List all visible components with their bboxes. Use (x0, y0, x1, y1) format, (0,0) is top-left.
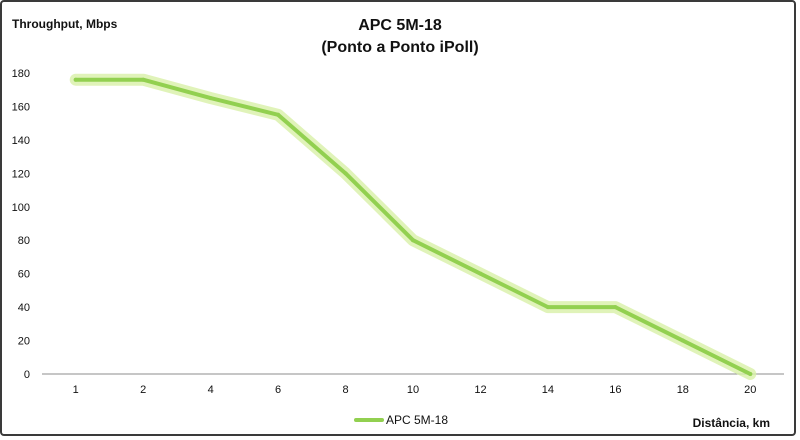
chart-title: APC 5M-18 (358, 17, 442, 34)
y-tick-label: 120 (12, 168, 30, 180)
data-point[interactable] (613, 305, 618, 310)
data-point[interactable] (343, 171, 348, 176)
x-tick-labels: 1 2 4 6 8 10 12 14 16 18 20 (73, 384, 757, 396)
x-tick-label: 16 (609, 384, 621, 396)
series-glow (69, 73, 757, 380)
series-group (69, 73, 757, 380)
legend[interactable]: APC 5M-18 (354, 413, 448, 427)
data-point[interactable] (411, 238, 415, 243)
x-tick-label: 10 (407, 384, 419, 396)
y-tick-labels: 0 20 40 60 80 100 120 140 160 180 (12, 68, 30, 381)
y-tick-label: 100 (12, 202, 30, 214)
x-axis-label: Distância, km (693, 416, 770, 430)
x-tick-label: 1 (73, 384, 79, 396)
x-tick-label: 8 (342, 384, 348, 396)
x-tick-label: 6 (275, 384, 281, 396)
chart-subtitle: (Ponto a Ponto iPoll) (321, 39, 478, 56)
data-point[interactable] (680, 338, 685, 343)
y-tick-label: 180 (12, 68, 30, 80)
y-tick-label: 60 (18, 269, 30, 281)
x-tick-label: 20 (744, 384, 756, 396)
y-tick-label: 140 (12, 135, 30, 147)
x-tick-label: 2 (140, 384, 146, 396)
data-point[interactable] (748, 372, 753, 376)
y-tick-label: 40 (18, 302, 30, 314)
legend-label: APC 5M-18 (386, 413, 448, 427)
x-tick-label: 18 (677, 384, 689, 396)
x-tick-label: 14 (542, 384, 554, 396)
x-tick-label: 12 (474, 384, 486, 396)
y-tick-label: 160 (12, 101, 30, 113)
y-tick-label: 0 (24, 369, 30, 381)
data-point[interactable] (141, 77, 146, 82)
x-tick-label: 4 (208, 384, 214, 396)
y-axis-label: Throughput, Mbps (12, 17, 118, 31)
data-point[interactable] (545, 305, 550, 310)
y-tick-label: 20 (18, 336, 30, 348)
y-tick-label: 80 (18, 235, 30, 247)
data-point[interactable] (478, 271, 483, 276)
data-point[interactable] (276, 112, 281, 117)
data-point[interactable] (73, 77, 78, 82)
data-point[interactable] (208, 96, 213, 101)
